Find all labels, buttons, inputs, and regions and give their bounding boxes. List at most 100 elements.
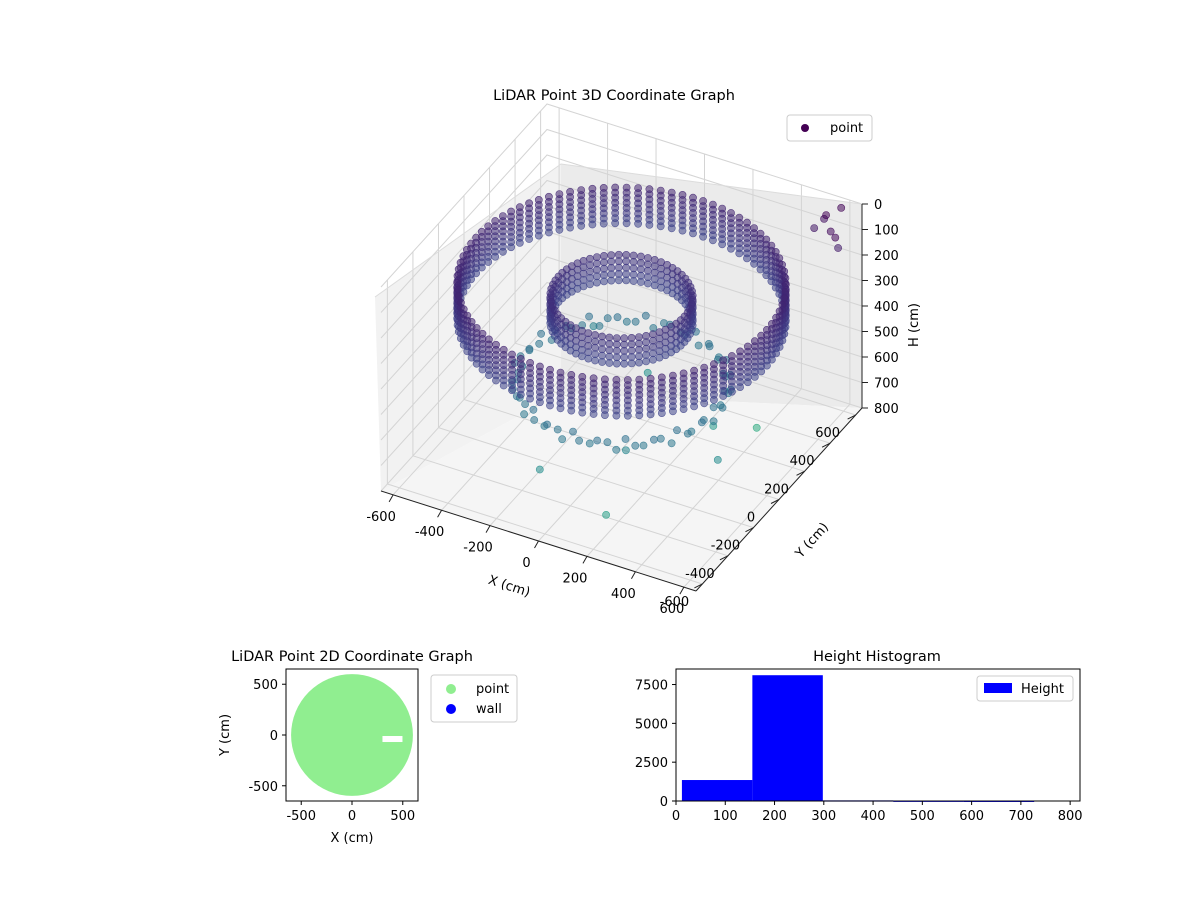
data-point-3d [603, 438, 612, 447]
histogram-bar [681, 780, 753, 801]
data-point-3d [657, 409, 666, 417]
tick-label-z-3d: 200 [874, 249, 899, 264]
data-point-3d [591, 356, 599, 365]
data-point-3d [698, 418, 706, 427]
tick-y-3d [745, 527, 754, 533]
tick-label-y-3d: 600 [815, 426, 840, 441]
data-point-3d [569, 427, 577, 436]
legend-2d: point wall [430, 674, 518, 723]
data-point-3d [484, 258, 493, 266]
tick-x-3d [388, 494, 394, 503]
tick-label-z-3d: 700 [874, 377, 899, 392]
data-point-3d [719, 392, 728, 400]
data-point-3d [546, 401, 554, 410]
data-point-3d [683, 429, 692, 438]
tick-label-y-3d: 400 [790, 454, 815, 469]
data-point-3d [810, 224, 819, 232]
data-point-3d [649, 355, 657, 364]
legend-2d-marker-wall [446, 704, 456, 714]
data-point-3d [556, 404, 565, 413]
data-point-3d [491, 252, 500, 261]
data-point-3d [598, 358, 606, 366]
data-point-3d [525, 344, 534, 353]
data-point-3d [607, 276, 616, 285]
tick-x-3d [679, 586, 685, 595]
legend-histogram: Height [976, 675, 1074, 702]
data-point-3d [612, 359, 621, 368]
data-point-3d [700, 399, 709, 408]
tick-label-y-2d: 500 [253, 678, 278, 693]
data-point-3d [634, 219, 642, 228]
data-point-3d [521, 400, 529, 408]
data-point-3d [593, 436, 602, 445]
tick-label-y-hist: 2500 [635, 756, 668, 771]
data-point-3d [595, 322, 604, 330]
data-point-3d [667, 439, 676, 448]
tick-label-x-3d: -200 [463, 541, 493, 556]
tick-y-3d [719, 555, 729, 561]
data-point-3d [673, 426, 681, 435]
tick-label-z-3d: 600 [874, 351, 899, 366]
data-point-3d [484, 371, 493, 379]
data-point-3d [718, 240, 727, 249]
data-point-3d [629, 277, 638, 285]
data-point-3d [622, 446, 630, 455]
chart-3d-title: LiDAR Point 3D Coordinate Graph [493, 88, 735, 104]
tick-label-x-3d: 400 [611, 587, 636, 602]
tick-label-x-hist: 0 [672, 809, 680, 824]
data-point-3d [535, 465, 544, 474]
data-point-3d [826, 227, 835, 236]
ticks-3d: -600-400-2000200400600-600-400-200020040… [366, 198, 898, 617]
legend-2d-label-wall: wall [476, 702, 502, 717]
tick-label-x-2d: 500 [390, 809, 415, 824]
data-point-3d [728, 387, 736, 396]
grid-line-z [380, 154, 863, 339]
histogram-ticks: 0 100 200 300 400 500 600 700 800 0 2500 5000 7500 [635, 679, 1083, 824]
data-point-3d [718, 403, 727, 412]
grid-line-z [380, 103, 863, 288]
data-point-3d [566, 223, 574, 232]
tick-label-x-3d: 0 [522, 556, 530, 571]
tick-x-3d [485, 525, 491, 533]
histogram-frame [675, 668, 1081, 802]
data-point-3d [520, 410, 528, 419]
tick-y-3d [847, 414, 856, 420]
tick-label-x-hist: 500 [910, 809, 935, 824]
data-point-3d [679, 405, 688, 413]
data-point-3d [709, 236, 717, 245]
data-point-3d [621, 435, 630, 443]
data-point-3d [709, 403, 718, 412]
data-point-3d [837, 203, 846, 212]
tick-label-x-hist: 300 [811, 809, 836, 824]
tick-label-x-hist: 100 [713, 809, 738, 824]
y-axis-label-2d: Y (cm) [218, 714, 233, 757]
chart-3d: -600-400-2000200400600-600-400-200020040… [366, 88, 922, 617]
data-point-3d [690, 402, 698, 411]
data-point-3d [593, 278, 601, 287]
data-point-3d [699, 232, 707, 241]
tick-label-x-hist: 800 [1058, 809, 1083, 824]
data-point-3d [614, 276, 623, 285]
data-point-3d [555, 225, 564, 234]
pane-edges [374, 163, 863, 298]
legend-histogram-label: Height [1021, 682, 1064, 697]
data-point-3d [601, 411, 609, 419]
tick-label-z-3d: 500 [874, 326, 899, 341]
tick-x-3d [630, 571, 636, 580]
tick-label-x-2d: -500 [286, 809, 316, 824]
histogram-title: Height Histogram [813, 649, 941, 665]
tick-label-x-2d: 0 [348, 809, 356, 824]
data-point-3d [689, 229, 697, 238]
tick-label-x-3d: -400 [415, 525, 445, 540]
tick-label-y-3d: -400 [685, 567, 715, 582]
data-point-3d [612, 411, 621, 420]
data-point-3d [635, 358, 643, 367]
point-cloud-2d [291, 674, 413, 796]
chart-histogram: Height Histogram 0 100 200 300 400 500 600 700 8… [635, 649, 1083, 824]
tick-y-3d [821, 442, 831, 448]
legend-3d: point [786, 114, 873, 142]
tick-label-y-hist: 7500 [635, 679, 668, 694]
data-point-3d [558, 435, 567, 444]
data-point-3d [515, 238, 524, 247]
z-axis-label-3d: H (cm) [907, 303, 922, 347]
